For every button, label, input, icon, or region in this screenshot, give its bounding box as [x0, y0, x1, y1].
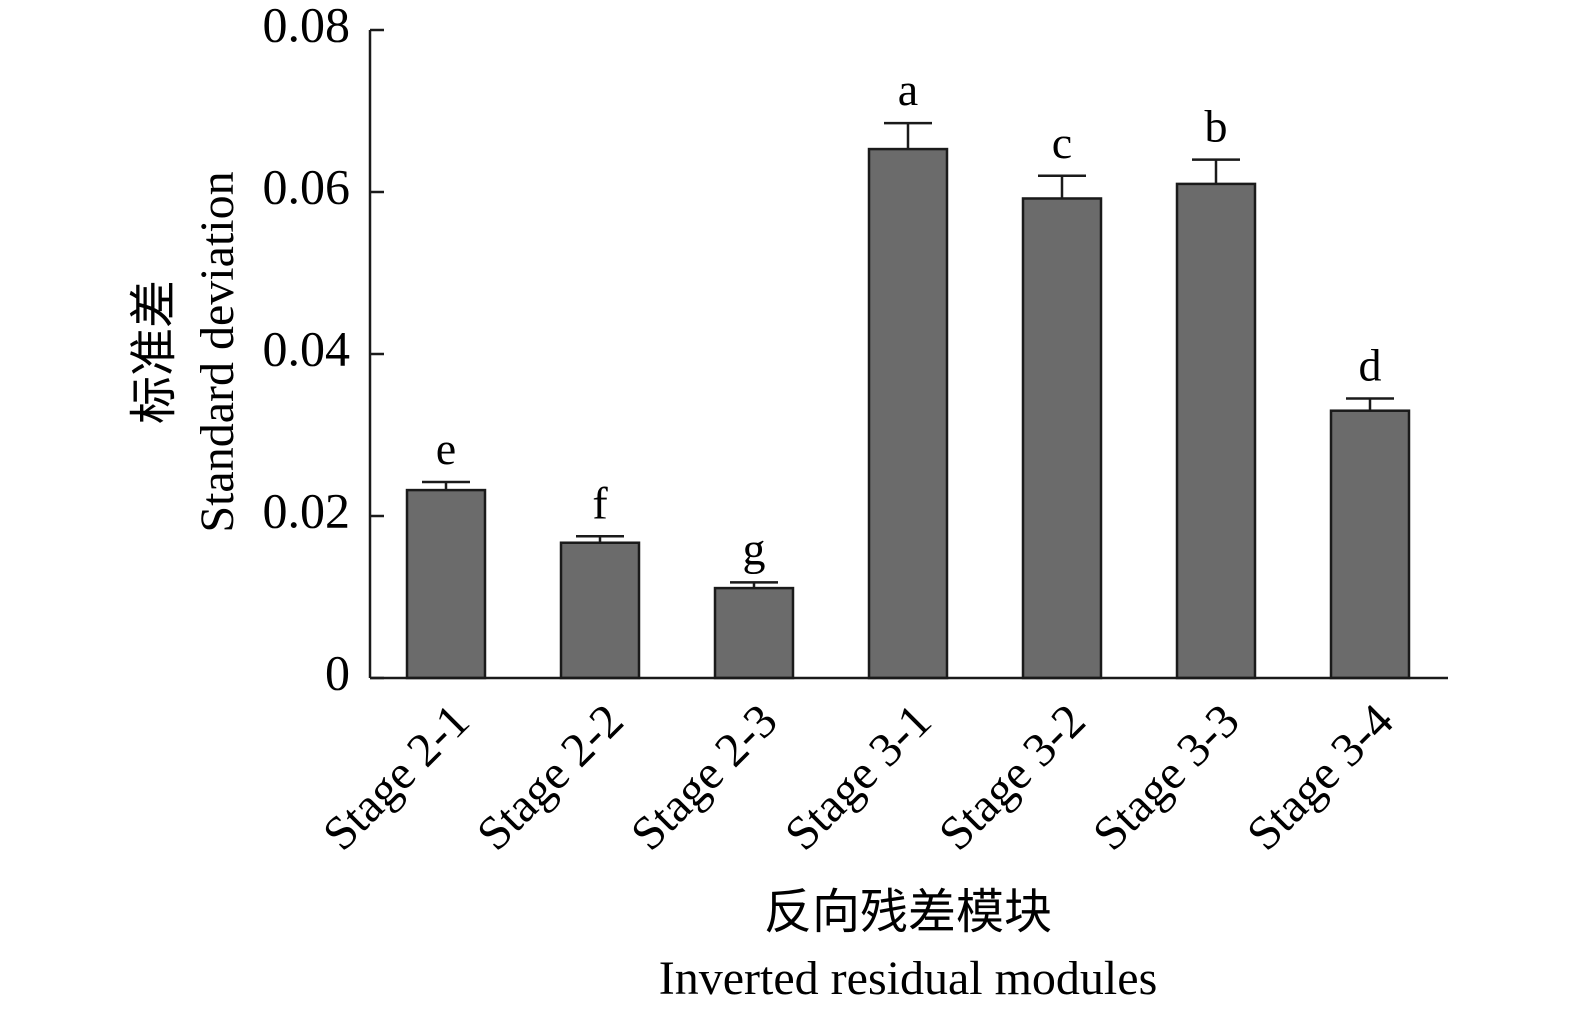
- error-bar: [730, 581, 778, 589]
- error-bar: [1346, 397, 1394, 411]
- y-ticks-layer: 0 0.02 0.04 0.06 0.08: [263, 0, 384, 700]
- x-axis-title-en: Inverted residual modules: [659, 952, 1158, 1005]
- error-bar: [1192, 158, 1240, 184]
- y-tick-label: 0.06: [263, 158, 351, 214]
- bar: [559, 541, 641, 680]
- error-bar: [884, 121, 932, 150]
- bar: [1021, 197, 1103, 680]
- error-bar: [576, 535, 624, 543]
- significance-label: g: [743, 523, 766, 574]
- significance-label: b: [1205, 101, 1228, 152]
- x-tick-label: Stage 2-1: [313, 694, 480, 861]
- y-tick-label: 0.04: [263, 320, 351, 376]
- bar: [867, 147, 949, 680]
- bars-layer: [405, 147, 1411, 680]
- significance-label: e: [436, 423, 456, 474]
- error-bar: [1038, 174, 1086, 199]
- x-tick-label: Stage 3-3: [1083, 694, 1250, 861]
- x-tick-label: Stage 3-1: [775, 694, 942, 861]
- bar: [1329, 409, 1411, 680]
- x-axis-title-cn: 反向残差模块: [764, 886, 1052, 939]
- significance-label: d: [1359, 340, 1382, 391]
- x-tick-label: Stage 3-4: [1237, 694, 1404, 861]
- y-tick-label: 0.02: [263, 482, 351, 538]
- x-tick-label: Stage 3-2: [929, 694, 1096, 861]
- significance-label: c: [1052, 117, 1072, 168]
- error-bars-layer: [422, 121, 1394, 589]
- significance-label: f: [592, 477, 608, 528]
- y-axis-title-cn: 标准差: [128, 280, 181, 424]
- x-tick-label: Stage 2-2: [467, 694, 634, 861]
- significance-labels-layer: e f g a c b d: [436, 64, 1382, 574]
- y-axis-title-en: Standard deviation: [191, 171, 244, 532]
- y-tick-label: 0: [325, 644, 350, 700]
- y-tick-label: 0.08: [263, 0, 351, 52]
- bar: [405, 488, 487, 680]
- error-bar: [422, 480, 470, 491]
- x-tick-label: Stage 2-3: [621, 694, 788, 861]
- significance-label: a: [898, 64, 918, 115]
- bar: [713, 586, 795, 680]
- bar: [1175, 182, 1257, 680]
